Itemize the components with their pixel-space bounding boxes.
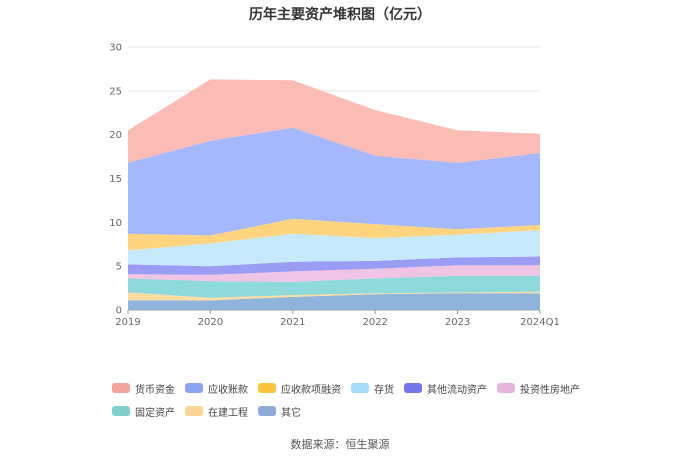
chart-title: 历年主要资产堆积图（亿元） bbox=[249, 7, 431, 23]
area-series-其他流动资产 bbox=[128, 256, 540, 275]
legend-item[interactable]: 其他流动资产 bbox=[404, 381, 487, 396]
legend-label: 存货 bbox=[374, 384, 394, 396]
legend-swatch bbox=[185, 383, 203, 393]
legend-item[interactable]: 投资性房地产 bbox=[497, 381, 580, 396]
legend-swatch bbox=[112, 383, 130, 393]
area-series-应收账款 bbox=[128, 127, 540, 236]
legend-item[interactable]: 其它 bbox=[258, 404, 301, 419]
legend-label: 在建工程 bbox=[208, 407, 248, 419]
legend-swatch bbox=[497, 383, 515, 393]
x-tick-label: 2024Q1 bbox=[520, 317, 560, 328]
x-tick-label: 2019 bbox=[115, 317, 140, 328]
area-series-应收款项融资 bbox=[128, 218, 540, 251]
legend-item[interactable]: 应收款项融资 bbox=[258, 381, 341, 396]
y-tick-label: 5 bbox=[116, 262, 122, 273]
legend-item[interactable]: 应收账款 bbox=[185, 381, 248, 396]
legend-label: 其他流动资产 bbox=[427, 384, 487, 396]
legend-item[interactable]: 货币资金 bbox=[112, 381, 175, 396]
x-tick-label: 2020 bbox=[198, 317, 223, 328]
area-series-投资性房地产 bbox=[128, 265, 540, 282]
area-series-在建工程 bbox=[128, 291, 540, 301]
x-tick-label: 2023 bbox=[445, 317, 470, 328]
area-series bbox=[128, 79, 540, 310]
legend-label: 其它 bbox=[281, 407, 301, 419]
chart-legend: 货币资金 应收账款 应收款项融资 存货 其他流动资产 投资性房地产固定资产 在建工程 其它 bbox=[112, 378, 592, 424]
area-series-货币资金 bbox=[128, 79, 540, 163]
y-tick-label: 20 bbox=[109, 130, 122, 141]
legend-swatch bbox=[404, 383, 422, 393]
y-tick-label: 0 bbox=[116, 306, 122, 317]
y-tick-label: 30 bbox=[109, 43, 122, 54]
legend-item[interactable]: 在建工程 bbox=[185, 404, 248, 419]
legend-label: 投资性房地产 bbox=[520, 384, 580, 396]
y-tick-label: 25 bbox=[109, 86, 122, 97]
legend-swatch bbox=[112, 406, 130, 416]
legend-label: 固定资产 bbox=[135, 407, 175, 419]
axes: 0 5 10 15 20 25 30 2019 2020 2021 2022 2023 2024Q1 bbox=[109, 43, 560, 329]
area-series-其它 bbox=[128, 293, 540, 310]
legend-label: 应收账款 bbox=[208, 384, 248, 396]
legend-swatch bbox=[258, 406, 276, 416]
legend-label: 应收款项融资 bbox=[281, 384, 341, 396]
legend-item[interactable]: 固定资产 bbox=[112, 404, 175, 419]
x-tick-label: 2021 bbox=[280, 317, 305, 328]
legend-swatch bbox=[258, 383, 276, 393]
area-series-存货 bbox=[128, 230, 540, 267]
source-note: 数据来源：恒生聚源 bbox=[290, 438, 390, 451]
legend-item[interactable]: 存货 bbox=[351, 381, 394, 396]
y-tick-label: 10 bbox=[109, 218, 122, 229]
legend-label: 货币资金 bbox=[135, 384, 175, 396]
legend-swatch bbox=[185, 406, 203, 416]
legend-swatch bbox=[351, 383, 369, 393]
area-series-固定资产 bbox=[128, 275, 540, 298]
y-tick-label: 15 bbox=[109, 174, 122, 185]
x-tick-label: 2022 bbox=[362, 317, 387, 328]
